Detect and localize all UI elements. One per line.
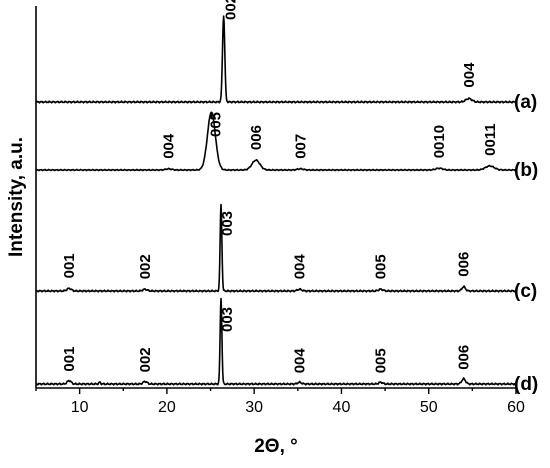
x-tick-label-30: 30 — [245, 399, 263, 416]
peak-label-1-4: 0010 — [431, 125, 448, 158]
trace-label-3: (d) — [514, 374, 538, 395]
x-tick-label-10: 10 — [71, 399, 89, 416]
trace-labels: (a) (b) (c) (d) — [514, 92, 538, 395]
peak-label-3-4: 004 — [292, 348, 309, 374]
peak-labels: 002 004 004 005 006 007 0010 0011 001 002 003 004 00… — [61, 0, 499, 373]
trace-3 — [35, 297, 517, 386]
peak-label-2-2: 003 — [219, 211, 236, 236]
peak-label-3-2: 002 — [137, 347, 154, 372]
peak-label-1-0: 004 — [161, 133, 178, 159]
peak-label-2-5: 006 — [456, 252, 473, 277]
trace-label-2: (c) — [514, 281, 537, 302]
x-tick-label-50: 50 — [420, 399, 438, 416]
peak-label-0-1: 004 — [461, 62, 478, 88]
x-ticks: 10 20 30 40 50 60 — [35, 388, 525, 416]
axes — [35, 6, 516, 389]
peak-label-2-1: 002 — [137, 254, 154, 279]
trace-2 — [35, 203, 517, 293]
peak-label-3-3: 003 — [219, 307, 236, 332]
y-axis-title: Intensity, a.u. — [6, 137, 27, 257]
peak-label-3-5: 005 — [373, 348, 390, 373]
peak-label-1-3: 007 — [292, 134, 309, 159]
trace-0 — [35, 15, 517, 104]
trace-label-1: (b) — [514, 160, 538, 181]
x-tick-label-60: 60 — [507, 399, 525, 416]
peak-label-1-1: 005 — [207, 112, 224, 137]
x-tick-label-40: 40 — [333, 399, 351, 416]
traces — [35, 15, 517, 386]
peak-label-1-2: 006 — [248, 125, 265, 150]
peak-label-2-3: 004 — [292, 254, 309, 280]
trace-label-0: (a) — [514, 92, 537, 113]
x-axis-title: 2Θ, ° — [254, 436, 298, 457]
peak-label-2-4: 005 — [373, 254, 390, 279]
x-tick-label-20: 20 — [158, 399, 176, 416]
peak-label-1-5: 0011 — [482, 123, 499, 156]
peak-label-3-0: 001 — [61, 347, 78, 372]
peak-label-0-0: 002 — [223, 0, 240, 20]
trace-1 — [35, 111, 517, 172]
peak-label-3-6: 006 — [456, 345, 473, 370]
peak-label-2-0: 001 — [61, 253, 78, 278]
